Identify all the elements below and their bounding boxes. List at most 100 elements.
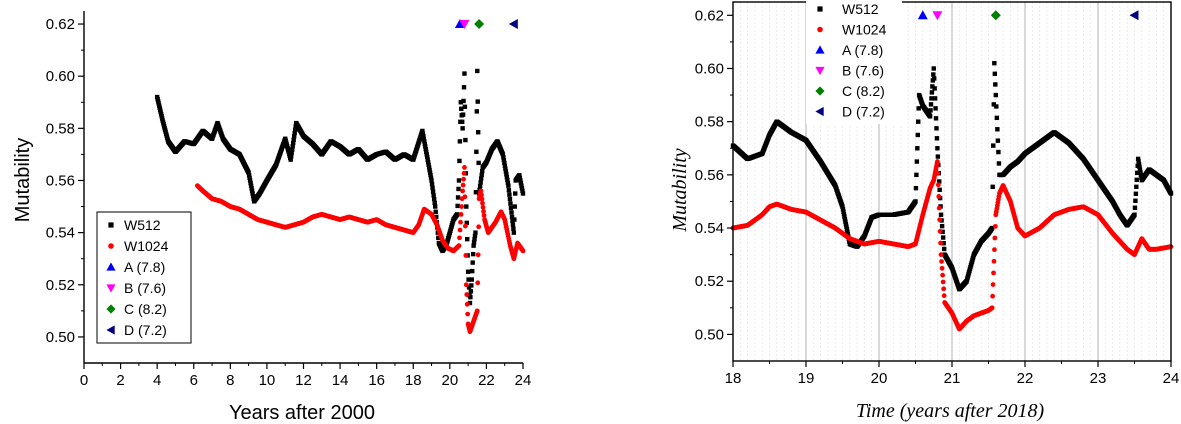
- x-axis-label-right: Time (years after 2018): [856, 400, 1045, 422]
- data-point-w512: [994, 104, 999, 109]
- data-point-w512: [928, 102, 934, 107]
- data-point-w512: [469, 277, 474, 282]
- y-tick-label: 0.58: [46, 120, 75, 137]
- data-point-w512: [993, 92, 998, 98]
- data-point-w512: [461, 98, 466, 104]
- legend-label: A (7.8): [124, 259, 165, 275]
- data-point-w512: [424, 152, 429, 157]
- data-point-w512: [511, 230, 517, 235]
- data-point-w512: [290, 144, 295, 149]
- data-point-w512: [421, 133, 426, 139]
- data-point-w1024: [460, 188, 466, 194]
- data-point-w1024: [458, 219, 463, 225]
- data-point-w512: [845, 229, 850, 234]
- data-point-w512: [461, 85, 467, 90]
- legend-marker: [815, 86, 825, 96]
- data-point-w512: [480, 168, 485, 174]
- legend-label: B (7.6): [124, 280, 166, 296]
- data-point-w512: [996, 161, 1002, 166]
- data-point-w512: [933, 106, 938, 111]
- data-point-w1024: [475, 252, 481, 258]
- x-tick-label: 24: [515, 372, 532, 389]
- data-point-w512: [426, 165, 432, 170]
- data-point-w512: [940, 235, 946, 240]
- data-point-w512: [915, 132, 920, 138]
- data-point-w512: [455, 203, 460, 209]
- data-point-w512: [843, 221, 849, 227]
- legend-label: D (7.2): [842, 104, 885, 120]
- data-point-w512: [519, 183, 524, 188]
- data-point-w512: [1134, 177, 1139, 183]
- data-point-w512: [479, 172, 484, 178]
- data-point-w512: [468, 294, 473, 300]
- data-point-w1024: [480, 200, 485, 206]
- event-marker-d: [1129, 10, 1139, 21]
- data-point-w512: [468, 289, 474, 294]
- data-point-w512: [289, 147, 295, 152]
- data-point-w512: [914, 172, 919, 178]
- data-point-w512: [458, 100, 464, 105]
- data-point-w512: [995, 138, 1001, 143]
- x-tick-label: 18: [725, 370, 742, 387]
- data-point-w512: [434, 214, 439, 220]
- data-point-w512: [249, 186, 254, 191]
- data-point-w1024: [990, 293, 996, 299]
- data-point-w512: [424, 149, 429, 154]
- data-point-w512: [1138, 169, 1143, 175]
- y-tick-label: 0.62: [695, 7, 724, 24]
- x-tick-label: 14: [332, 372, 349, 389]
- data-point-w512: [471, 243, 476, 248]
- data-point-w512: [841, 209, 846, 214]
- x-tick-label: 22: [1017, 370, 1034, 387]
- data-point-w512: [931, 66, 936, 71]
- data-point-w512: [510, 222, 516, 228]
- data-point-w512: [250, 191, 255, 196]
- legend-marker: [815, 66, 825, 76]
- data-point-w512: [467, 300, 473, 306]
- data-point-w1024: [939, 259, 944, 264]
- x-tick-label: 18: [405, 372, 422, 389]
- event-marker-d: [508, 19, 518, 30]
- data-point-w512: [501, 155, 506, 160]
- data-point-w512: [249, 188, 255, 194]
- x-tick-label: 6: [190, 372, 198, 389]
- data-point-w512: [509, 210, 514, 215]
- data-point-w512: [842, 216, 848, 222]
- data-point-w1024: [460, 182, 466, 188]
- data-point-w512: [935, 154, 941, 159]
- y-tick-label: 0.50: [46, 329, 75, 346]
- x-tick-label: 16: [368, 372, 385, 389]
- data-point-w512: [940, 229, 945, 235]
- data-point-w512: [459, 106, 464, 111]
- data-point-w1024: [463, 282, 469, 288]
- data-point-w512: [433, 209, 438, 214]
- data-point-w512: [425, 154, 430, 160]
- data-point-w512: [1138, 172, 1144, 178]
- data-point-w512: [291, 134, 297, 139]
- data-point-w512: [995, 127, 1000, 132]
- data-point-w512: [517, 173, 522, 178]
- data-point-w512: [845, 231, 851, 237]
- chart-right: 18 19 20 21 22 23 24 0.50 0.52 0.54 0.56 0.58 0.60 0.…: [669, 0, 1179, 422]
- data-point-w512: [473, 190, 479, 195]
- event-marker-b: [459, 20, 470, 30]
- data-point-w512: [939, 223, 945, 229]
- data-point-w1024: [936, 205, 942, 211]
- data-point-w512: [502, 160, 507, 166]
- data-point-w1024: [456, 243, 462, 249]
- data-point-w512: [425, 157, 430, 162]
- data-point-w1024: [464, 301, 470, 307]
- data-point-w512: [430, 189, 436, 194]
- data-point-w1024: [940, 272, 946, 278]
- data-point-w512: [428, 175, 434, 181]
- data-point-w512: [425, 160, 431, 165]
- data-point-w512: [938, 212, 944, 217]
- data-point-w512: [992, 60, 997, 66]
- data-point-w1024: [520, 248, 526, 254]
- data-point-w1024: [457, 227, 463, 233]
- x-axis-label-left: Years after 2000: [229, 402, 375, 424]
- data-point-w512: [990, 184, 995, 190]
- data-point-w512: [935, 146, 940, 151]
- y-axis-label-right: Mutability: [669, 148, 691, 232]
